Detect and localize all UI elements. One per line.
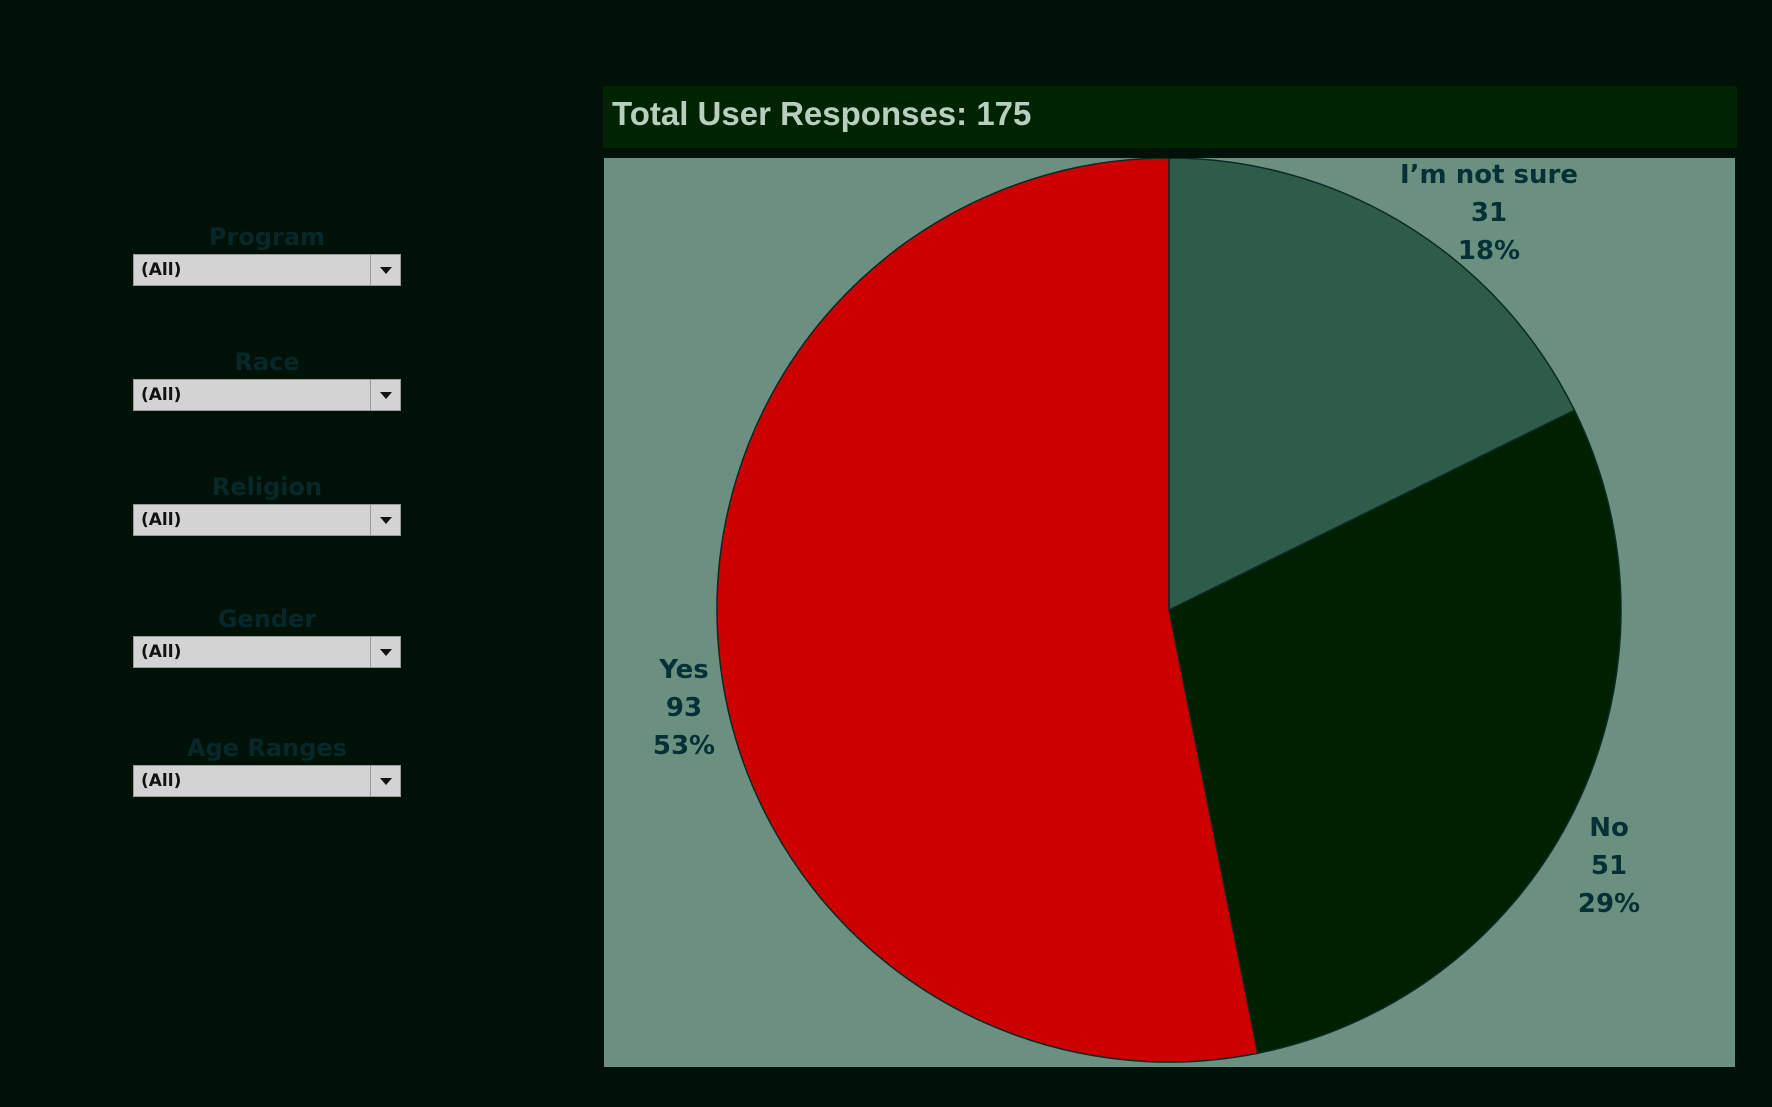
slice-label-category: I’m not sure bbox=[1400, 160, 1578, 190]
religion-dropdown-button[interactable] bbox=[370, 505, 400, 535]
age-ranges-dropdown-value: (All) bbox=[141, 771, 182, 791]
slice-label-category: Yes bbox=[658, 655, 709, 685]
race-dropdown-button[interactable] bbox=[370, 380, 400, 410]
chevron-down-icon bbox=[379, 648, 392, 656]
age-ranges-dropdown[interactable]: (All) bbox=[133, 765, 401, 797]
chevron-down-icon bbox=[379, 391, 392, 399]
pie-slice-no[interactable] bbox=[1168, 409, 1622, 1055]
program-dropdown-value: (All) bbox=[141, 260, 182, 280]
slice-label-percent: 29% bbox=[1578, 889, 1640, 919]
slice-label-value: 51 bbox=[1591, 851, 1627, 881]
filter-gender: Gender (All) bbox=[133, 604, 401, 668]
filter-label-program: Program bbox=[208, 223, 326, 251]
chevron-down-icon bbox=[379, 266, 392, 274]
chart-title-bar: Total User Responses: 175 bbox=[603, 86, 1737, 148]
gender-dropdown-value: (All) bbox=[141, 642, 182, 662]
filter-label-gender: Gender bbox=[217, 605, 317, 633]
age-ranges-dropdown-button[interactable] bbox=[370, 766, 400, 796]
pie-slice-i-m-not-sure[interactable] bbox=[1168, 158, 1576, 612]
slice-label-value: 31 bbox=[1471, 198, 1507, 228]
religion-dropdown[interactable]: (All) bbox=[133, 504, 401, 536]
filter-age-ranges: Age Ranges (All) bbox=[133, 733, 401, 797]
filter-label-race: Race bbox=[234, 348, 300, 376]
race-dropdown-value: (All) bbox=[141, 385, 182, 405]
slice-label-percent: 53% bbox=[653, 731, 715, 761]
chevron-down-icon bbox=[379, 516, 392, 524]
gender-dropdown[interactable]: (All) bbox=[133, 636, 401, 668]
filter-program: Program (All) bbox=[133, 222, 401, 286]
religion-dropdown-value: (All) bbox=[141, 510, 182, 530]
chevron-down-icon bbox=[379, 777, 392, 785]
program-dropdown[interactable]: (All) bbox=[133, 254, 401, 286]
slice-label-group: No 51 29% bbox=[1578, 813, 1640, 919]
filter-label-age-ranges: Age Ranges bbox=[187, 734, 347, 762]
pie-chart: I’m not sure 31 18% No 51 29% Yes 93 53% bbox=[653, 158, 1640, 1063]
slice-label-group: I’m not sure 31 18% bbox=[1400, 160, 1578, 266]
race-dropdown[interactable]: (All) bbox=[133, 379, 401, 411]
filter-religion: Religion (All) bbox=[133, 472, 401, 536]
slice-label-percent: 18% bbox=[1458, 236, 1520, 266]
program-dropdown-button[interactable] bbox=[370, 255, 400, 285]
filter-race: Race (All) bbox=[133, 347, 401, 411]
pie-slice-yes[interactable] bbox=[716, 158, 1259, 1063]
pie-chart-area: I’m not sure 31 18% No 51 29% Yes 93 53% bbox=[604, 158, 1735, 1067]
slice-label-category: No bbox=[1589, 813, 1629, 843]
slice-label-value: 93 bbox=[666, 693, 702, 723]
slice-label-group: Yes 93 53% bbox=[653, 655, 715, 761]
gender-dropdown-button[interactable] bbox=[370, 637, 400, 667]
chart-title: Total User Responses: 175 bbox=[612, 95, 1032, 132]
filter-panel: Program (All) Race (All) Religion (All) … bbox=[0, 0, 560, 1107]
filter-label-religion: Religion bbox=[211, 473, 323, 501]
